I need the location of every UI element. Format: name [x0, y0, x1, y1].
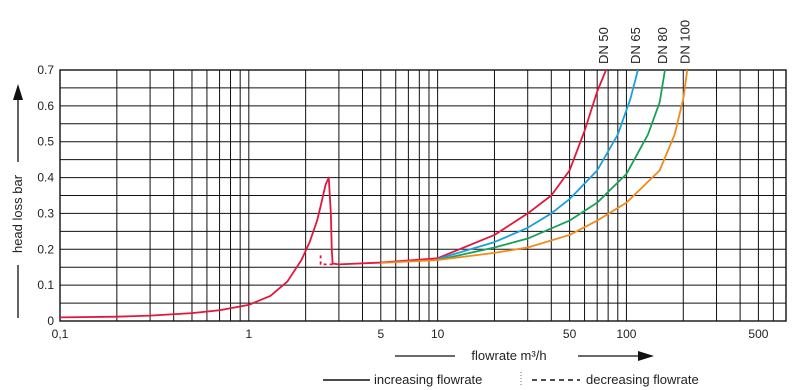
- x-axis-label: flowrate m³/h: [471, 348, 546, 363]
- x-tick-label: 5: [377, 327, 384, 341]
- series-label: DN 100: [677, 20, 692, 64]
- x-tick-label: 1: [245, 327, 252, 341]
- series-line: [380, 69, 689, 264]
- x-tick-label: 100: [616, 327, 636, 341]
- y-axis-label: head loss bar: [10, 174, 25, 253]
- legend: increasing flowrate decreasing flowrate: [323, 372, 699, 387]
- y-axis-arrow-icon: [13, 84, 23, 100]
- y-tick-label: 0.5: [37, 135, 54, 149]
- y-tick-label: 0.7: [37, 63, 54, 77]
- x-axis-arrow-icon: [638, 351, 654, 361]
- plot-frame: [59, 69, 787, 322]
- y-tick-label: 0.1: [37, 278, 54, 292]
- series-line: [437, 69, 666, 261]
- series-label: DN 50: [596, 27, 611, 64]
- tick-labels: 0 0.1 0.2 0.3 0.4 0.5 0.6 0.7 0,1 1 5 10 50 100 500: [37, 63, 768, 341]
- y-tick-label: 0.3: [37, 206, 54, 220]
- series-lines: [59, 69, 689, 319]
- series-label: DN 65: [628, 27, 643, 64]
- y-tick-label: 0.2: [37, 242, 54, 256]
- series-line: [59, 69, 607, 319]
- x-axis-title: flowrate m³/h: [395, 348, 654, 363]
- x-tick-label: 500: [748, 327, 768, 341]
- series-label: DN 80: [655, 27, 670, 64]
- series-line: [437, 69, 639, 260]
- x-tick-label: 10: [431, 327, 445, 341]
- y-axis-title: head loss bar: [10, 84, 25, 318]
- series-line: [319, 252, 333, 266]
- y-tick-label: 0.4: [37, 171, 54, 185]
- y-tick-label: 0.6: [37, 99, 54, 113]
- x-tick-label: 50: [563, 327, 577, 341]
- y-tick-label: 0: [47, 314, 54, 328]
- grid: [59, 69, 787, 322]
- axes: [59, 69, 787, 322]
- series-labels: DN 50 DN 65 DN 80 DN 100: [596, 20, 692, 64]
- x-tick-label: 0,1: [52, 327, 69, 341]
- legend-entry-decreasing: decreasing flowrate: [586, 372, 699, 387]
- legend-entry-increasing: increasing flowrate: [374, 372, 482, 387]
